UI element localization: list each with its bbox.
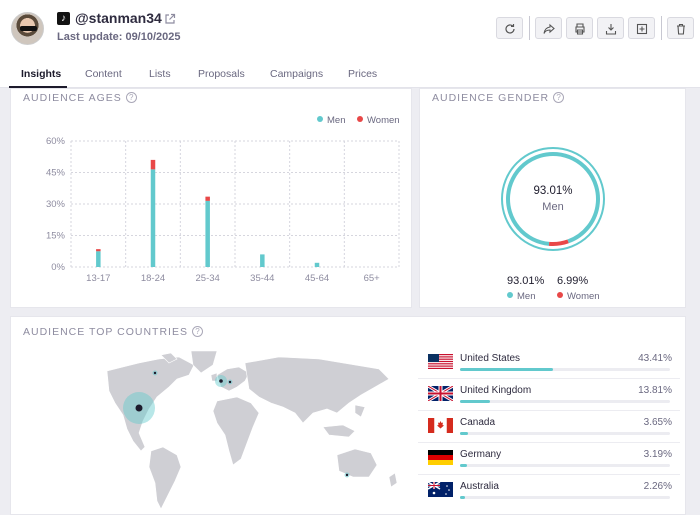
tab-campaigns[interactable]: Campaigns	[270, 68, 324, 80]
print-icon	[575, 23, 585, 35]
canada-flag-icon	[428, 418, 453, 433]
country-percent: 43.41%	[638, 353, 672, 364]
country-percent: 2.26%	[643, 481, 672, 492]
bar-men	[150, 169, 156, 267]
uk-flag-icon	[428, 386, 453, 401]
share-button[interactable]	[535, 17, 562, 39]
audience-ages-chart: 0% 15% 30% 45% 60% 13-17 18-24 25-34 35-44 45-64 6…	[46, 136, 400, 284]
germany-flag-icon	[428, 450, 453, 465]
bar-men	[260, 254, 265, 267]
help-icon[interactable]: ?	[553, 92, 565, 103]
country-share-bar	[460, 400, 490, 403]
add-button[interactable]	[628, 17, 655, 39]
gender-donut-chart	[501, 147, 605, 251]
delete-button[interactable]	[667, 17, 694, 39]
y-tick-label: 30%	[46, 199, 66, 210]
active-tab-indicator	[9, 86, 67, 88]
audience-gender-card: AUDIENCE GENDER? 93.01% Men 93.01% 6.99%…	[419, 88, 686, 308]
country-name: Canada	[460, 417, 496, 428]
download-icon	[605, 24, 617, 35]
donut-slice-men	[506, 152, 600, 246]
country-row: Germany 3.19%	[418, 445, 680, 475]
help-icon[interactable]: ?	[125, 92, 137, 103]
tab-proposals[interactable]: Proposals	[198, 68, 245, 80]
external-link-icon[interactable]	[164, 13, 176, 25]
men-dot-icon	[507, 292, 513, 298]
bar-women	[150, 159, 156, 170]
country-share-bar	[460, 432, 468, 435]
help-icon[interactable]: ?	[191, 326, 203, 337]
men-share-label: Men	[507, 291, 535, 302]
trash-icon	[677, 23, 685, 35]
donut-slice-women	[506, 152, 600, 246]
tab-lists[interactable]: Lists	[149, 68, 171, 80]
country-share-bar	[460, 368, 553, 371]
country-name: United Kingdom	[460, 385, 532, 396]
men-share-value: 93.01%	[507, 275, 545, 287]
country-percent: 3.65%	[643, 417, 672, 428]
profile-header: ♪ @stanman34 Last update: 09/10/2025 Ins…	[0, 0, 700, 88]
refresh-button[interactable]	[496, 17, 523, 39]
country-share-bar	[460, 496, 465, 499]
world-map	[106, 351, 398, 510]
country-name: Germany	[460, 449, 502, 460]
tab-insights[interactable]: Insights	[21, 68, 62, 80]
y-tick-label: 45%	[46, 168, 66, 179]
bar-men	[205, 200, 210, 267]
australia-flag-icon	[428, 482, 453, 497]
audience-countries-title: AUDIENCE TOP COUNTRIES?	[23, 326, 203, 338]
country-row: Canada 3.65%	[418, 413, 680, 443]
username: @stanman34	[75, 10, 162, 26]
x-tick-label: 18-24	[141, 273, 165, 284]
us-flag-icon	[428, 354, 453, 369]
legend-women: Women	[357, 115, 400, 126]
bar-women	[205, 196, 210, 201]
donut-outer-ring	[501, 147, 605, 251]
bar-men	[314, 262, 320, 267]
download-button[interactable]	[597, 17, 624, 39]
refresh-icon	[505, 24, 515, 34]
country-row: Australia 2.26%	[418, 477, 680, 507]
donut-center-value: 93.01%	[533, 185, 573, 197]
add-icon	[636, 23, 648, 35]
audience-gender-title: AUDIENCE GENDER?	[432, 92, 565, 104]
audience-countries-card: AUDIENCE TOP COUNTRIES?	[10, 316, 686, 515]
country-share-bar	[460, 464, 467, 467]
y-tick-label: 15%	[46, 231, 66, 242]
country-row: United States 43.41%	[418, 349, 680, 379]
print-button[interactable]	[566, 17, 593, 39]
legend-men: Men	[317, 115, 345, 126]
audience-ages-card: AUDIENCE AGES? Men Women 0% 15% 30% 45% 60% 1…	[10, 88, 412, 308]
y-tick-label: 60%	[46, 136, 66, 147]
tab-content[interactable]: Content	[85, 68, 122, 80]
country-row: United Kingdom 13.81%	[418, 381, 680, 411]
women-dot-icon	[557, 292, 563, 298]
donut-center-label: Men	[542, 201, 564, 213]
men-dot-icon	[317, 116, 323, 122]
bar-men	[96, 251, 101, 267]
country-name: United States	[460, 353, 521, 364]
x-tick-label: 65+	[364, 273, 381, 284]
share-icon	[543, 23, 555, 34]
bar-women	[96, 249, 101, 252]
tab-prices[interactable]: Prices	[348, 68, 378, 80]
women-dot-icon	[357, 116, 363, 122]
x-tick-label: 35-44	[250, 273, 274, 284]
country-name: Australia	[460, 481, 499, 492]
women-share-value: 6.99%	[557, 275, 589, 287]
y-tick-label: 0%	[51, 262, 65, 273]
audience-ages-title: AUDIENCE AGES?	[23, 92, 137, 104]
avatar[interactable]	[11, 12, 44, 45]
x-tick-label: 45-64	[305, 273, 329, 284]
x-tick-label: 25-34	[196, 273, 220, 284]
women-share-label: Women	[557, 291, 600, 302]
country-percent: 3.19%	[643, 449, 672, 460]
country-percent: 13.81%	[638, 385, 672, 396]
last-update: Last update: 09/10/2025	[57, 31, 181, 43]
tiktok-icon: ♪	[57, 12, 70, 25]
x-tick-label: 13-17	[86, 273, 110, 284]
